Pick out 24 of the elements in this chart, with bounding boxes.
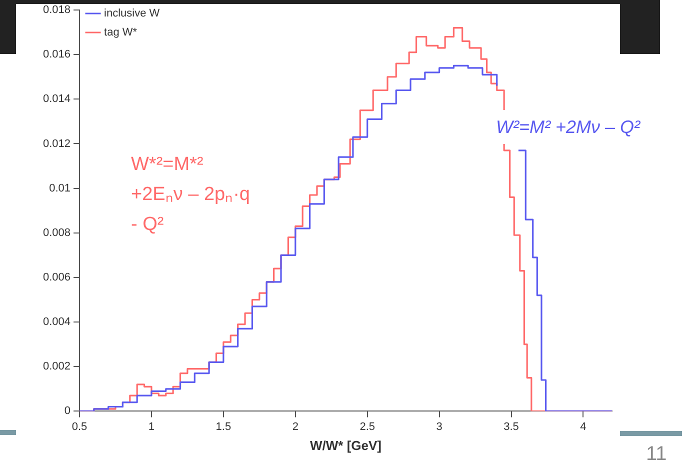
text: 11 — [645, 442, 668, 467]
y-tick-label: 0.016 — [42, 48, 71, 61]
y-tick-label: 0.018 — [42, 4, 71, 16]
annotation: W*²=M*² +2Eₙν – 2pₙ·q - Q² — [130, 153, 251, 237]
y-tick-label: 0.002 — [42, 360, 71, 373]
y-tick-label: 0.012 — [42, 138, 71, 150]
y-tick-label: 0.006 — [42, 272, 71, 284]
x-tick-label: 1 — [148, 420, 155, 433]
x-tick-label: 1.5 — [216, 420, 232, 433]
x-tick-label: 3 — [436, 420, 442, 433]
y-tick-label: 0 — [64, 405, 71, 418]
x-axis-title: W/W* [GeV] — [310, 438, 382, 453]
x-tick-label: 2.5 — [360, 420, 375, 433]
x-tick-label: 3.5 — [504, 420, 519, 433]
y-tick-label: 0.014 — [42, 93, 71, 106]
y-tick-label: 0.008 — [42, 226, 71, 239]
y-tick-label: 0.004 — [42, 316, 71, 328]
x-tick-label: 4 — [580, 420, 586, 433]
y-tick-label: 0.01 — [49, 182, 71, 194]
legend-label: tag W* — [104, 26, 138, 39]
legend-label: inclusive W — [104, 8, 160, 20]
x-tick-label: 0.5 — [72, 420, 88, 433]
x-tick-label: 2 — [292, 420, 298, 433]
annotation: W²=M² +2Mν – Q² — [490, 110, 646, 144]
